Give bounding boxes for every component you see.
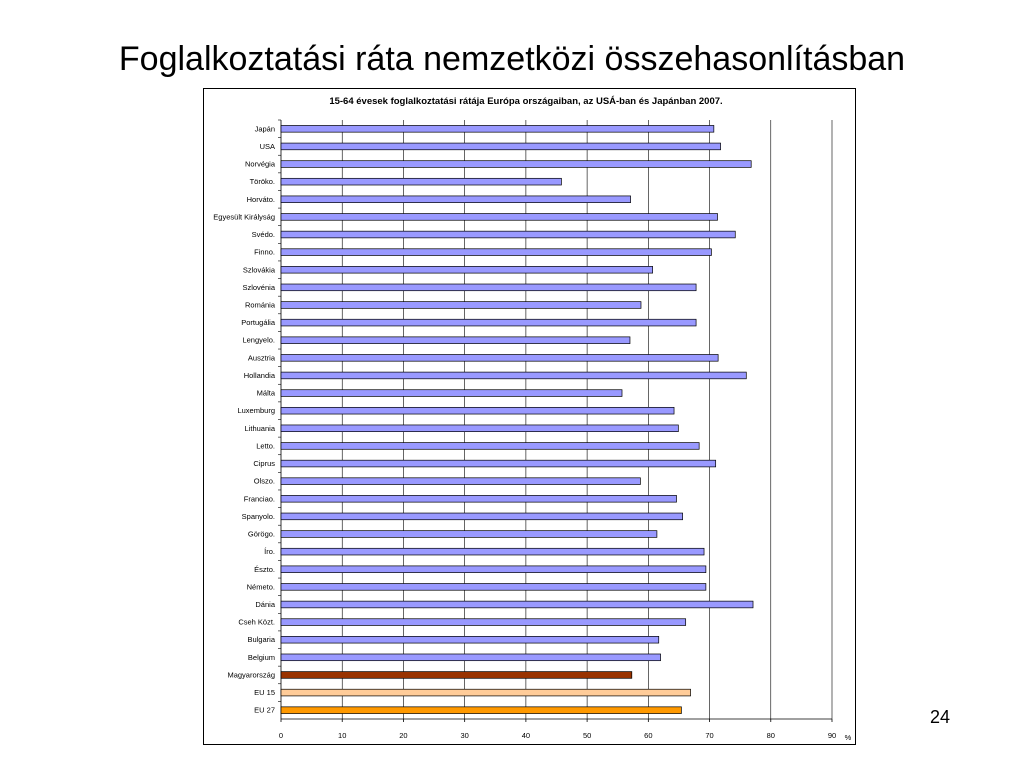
- bar: [280, 160, 752, 168]
- category-label: Szlovénia: [242, 283, 275, 292]
- x-unit-label: %: [845, 733, 852, 742]
- bar: [280, 671, 633, 679]
- bar: [280, 547, 705, 556]
- bar: [280, 512, 683, 521]
- category-label: Norvégia: [245, 160, 276, 169]
- bar: [280, 301, 642, 309]
- category-label: Ausztria: [248, 353, 276, 362]
- category-label: USA: [260, 142, 275, 151]
- category-label: Bulgaria: [247, 635, 275, 644]
- bar: [280, 442, 700, 450]
- bar: [280, 142, 721, 151]
- category-label: Ciprus: [253, 459, 275, 468]
- category-label: Hollandia: [244, 371, 276, 380]
- bar: [280, 354, 719, 362]
- category-labels: Japán USA Norvégia Törökо. Horváto. Egyesült …: [213, 119, 281, 715]
- bars-layer: [280, 125, 754, 714]
- bar: [280, 213, 718, 221]
- bar: [280, 653, 661, 662]
- bar: [280, 195, 631, 203]
- slide-title: Foglalkoztatási ráta nemzetközi összehas…: [118, 40, 906, 78]
- x-tick-labels: 0 10 20 30 40 50 60 70 80 90: [279, 719, 836, 740]
- bar: [280, 495, 677, 503]
- chart-frame: 15-64 évesek foglalkoztatási rátája Euró…: [203, 88, 856, 745]
- x-tick-label: 40: [522, 731, 530, 740]
- bar: [280, 706, 682, 714]
- category-label: Finno.: [254, 248, 275, 257]
- bar: [280, 125, 715, 133]
- x-tick-label: 80: [767, 731, 775, 740]
- category-label: Dánia: [255, 600, 275, 609]
- x-tick-label: 10: [338, 731, 346, 740]
- category-label: Japán: [255, 124, 275, 133]
- category-label: Luxemburg: [237, 406, 275, 415]
- category-label: Spanyolo.: [242, 512, 275, 521]
- x-tick-label: 60: [644, 731, 652, 740]
- category-label: Görögo.: [248, 530, 275, 539]
- category-label: Málta: [257, 389, 276, 398]
- bar: [280, 565, 707, 573]
- bar-chart: 15-64 évesek foglalkoztatási rátája Euró…: [213, 96, 852, 742]
- category-label: Szlovákia: [243, 265, 276, 274]
- page-number: 24: [930, 707, 951, 727]
- category-label: EU 15: [254, 688, 275, 697]
- bar: [280, 318, 697, 327]
- bar: [280, 530, 658, 538]
- bar: [280, 389, 623, 397]
- bar: [280, 583, 707, 591]
- bar: [280, 688, 691, 697]
- category-label: Észto.: [254, 565, 275, 574]
- category-label: Belgium: [248, 653, 275, 662]
- x-tick-label: 30: [460, 731, 468, 740]
- bar: [280, 230, 736, 239]
- category-label: Svédo.: [252, 230, 275, 239]
- category-label: Cseh Közt.: [238, 618, 275, 627]
- category-label: Íro.: [264, 547, 275, 556]
- bar: [280, 406, 675, 415]
- category-label: Lengyelo.: [242, 336, 275, 345]
- chart-title: 15-64 évesek foglalkoztatási rátája Euró…: [329, 96, 722, 107]
- bar: [280, 636, 660, 644]
- x-tick-label: 50: [583, 731, 591, 740]
- category-label: Horváto.: [247, 195, 275, 204]
- bar: [280, 248, 712, 256]
- bar: [280, 266, 653, 274]
- category-label: Olszo.: [254, 477, 275, 486]
- category-label: Egyesült Királyság: [213, 212, 275, 221]
- x-tick-label: 0: [279, 731, 283, 740]
- bar: [280, 424, 679, 433]
- x-tick-label: 70: [705, 731, 713, 740]
- bar: [280, 177, 562, 186]
- category-label: Románia: [245, 300, 276, 309]
- category-label: Lithuania: [245, 424, 276, 433]
- grid-layer: [280, 120, 833, 720]
- category-label: Portugália: [241, 318, 276, 327]
- bar: [280, 477, 641, 485]
- category-label: Németо.: [247, 582, 275, 591]
- category-label: Törökо.: [250, 177, 275, 186]
- category-label: Magyarország: [227, 670, 275, 679]
- x-tick-label: 20: [399, 731, 407, 740]
- bar: [280, 600, 754, 609]
- x-tick-label: 90: [828, 731, 836, 740]
- bar: [280, 371, 747, 380]
- category-label: Letto.: [256, 441, 275, 450]
- bar: [280, 618, 687, 626]
- bar: [280, 283, 697, 292]
- category-label: EU 27: [254, 706, 275, 715]
- category-label: Franciao.: [244, 494, 275, 503]
- bar: [280, 459, 717, 468]
- bar: [280, 336, 631, 344]
